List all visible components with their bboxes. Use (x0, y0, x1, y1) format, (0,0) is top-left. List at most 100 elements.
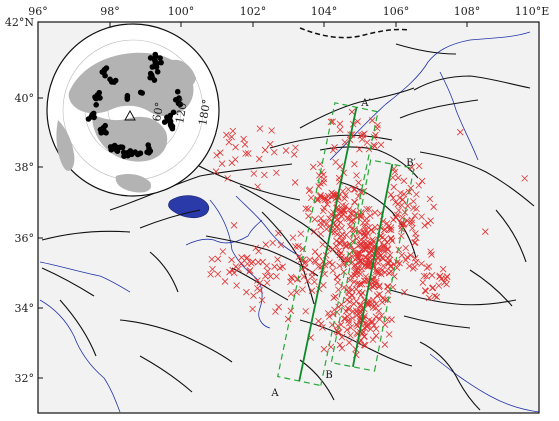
event-cross (347, 324, 355, 331)
event-cross (380, 262, 387, 270)
event-cross (338, 333, 346, 341)
event-cross (372, 304, 379, 312)
rivers (39, 31, 540, 413)
event-cross (250, 292, 257, 299)
event-cross (320, 345, 328, 353)
profile-a-end-label: A′ (360, 98, 371, 109)
event-cross (433, 293, 441, 301)
event-cross (389, 194, 397, 202)
event-cross (415, 182, 423, 189)
event-cross (351, 160, 358, 168)
event-cross (331, 225, 339, 233)
event-cross (361, 262, 369, 269)
event-cross (371, 143, 378, 150)
event-cross (379, 253, 386, 261)
event-cross (233, 282, 240, 289)
event-cross (374, 259, 382, 267)
event-cross (413, 191, 420, 198)
event-cross (256, 125, 264, 132)
event-cross (277, 241, 285, 249)
event-cross (302, 205, 310, 212)
event-cross (378, 312, 385, 319)
event-cross (407, 184, 414, 192)
event-cross (323, 220, 331, 227)
event-cross (404, 202, 411, 210)
event-cross (208, 255, 216, 263)
event-cross (419, 279, 427, 286)
event-cross (384, 282, 391, 290)
event-cross (381, 269, 389, 276)
event-cross (364, 321, 372, 328)
event-cross (396, 259, 403, 267)
inset-event-dot (157, 55, 163, 61)
event-cross (324, 200, 331, 208)
event-cross (334, 279, 342, 286)
event-cross (305, 205, 312, 213)
event-cross (256, 155, 263, 163)
event-cross (344, 313, 351, 320)
event-cross (329, 267, 337, 274)
inset-event-dot (151, 57, 158, 63)
event-cross (408, 219, 416, 227)
event-cross (436, 272, 444, 280)
profile-line-1 (352, 164, 394, 367)
longitude-labels: 96° 98° 100° 102° 104° 106° 108° 110°E (28, 5, 549, 18)
event-cross (314, 195, 322, 203)
event-cross (244, 260, 251, 268)
event-cross (333, 237, 340, 245)
event-cross (300, 273, 308, 280)
event-cross (228, 133, 235, 141)
event-cross (348, 253, 356, 260)
profile-a-start-label: A (270, 388, 279, 399)
event-cross (400, 177, 408, 185)
event-cross (365, 205, 373, 213)
event-cross (351, 199, 359, 206)
inset-ring-label-180: 180° (196, 98, 213, 126)
event-cross (261, 171, 268, 179)
event-cross (369, 236, 376, 243)
event-cross (290, 151, 298, 158)
event-cross (482, 228, 489, 236)
event-cross (336, 120, 344, 128)
event-cross (398, 201, 405, 209)
inset-event-dot (161, 119, 168, 125)
inset-event-dot (125, 149, 131, 156)
event-cross (345, 215, 353, 223)
event-cross (356, 280, 363, 288)
event-cross (363, 205, 370, 213)
inset-event-dot (98, 129, 104, 135)
event-cross (357, 209, 365, 216)
event-cross (261, 146, 269, 154)
profile-line-0 (298, 107, 358, 382)
event-cross (282, 147, 290, 154)
event-cross (214, 255, 222, 263)
event-cross (273, 273, 280, 280)
inset-event-dot (94, 92, 101, 98)
inset-land-australia (115, 174, 152, 193)
event-cross (395, 207, 403, 214)
event-cross (341, 255, 348, 263)
inset-event-dot (137, 89, 144, 96)
event-cross (333, 273, 341, 281)
event-cross (270, 148, 278, 156)
profile-box-0 (276, 102, 379, 387)
river-south-west (39, 299, 121, 413)
event-cross (348, 258, 356, 266)
event-cross (406, 219, 413, 227)
event-cross (307, 194, 315, 202)
event-cross (287, 278, 294, 286)
event-cross (318, 194, 326, 201)
inset-event-dot (93, 102, 99, 108)
event-cross (333, 308, 341, 316)
event-cross (380, 226, 388, 234)
event-cross (323, 225, 330, 233)
event-cross (421, 222, 428, 229)
event-cross (409, 224, 416, 232)
event-cross (398, 251, 406, 259)
event-cross (361, 342, 369, 349)
inset-event-dot (120, 149, 127, 156)
event-cross (411, 254, 419, 262)
event-cross (308, 287, 316, 294)
event-cross (229, 127, 237, 135)
event-cross (428, 272, 436, 279)
